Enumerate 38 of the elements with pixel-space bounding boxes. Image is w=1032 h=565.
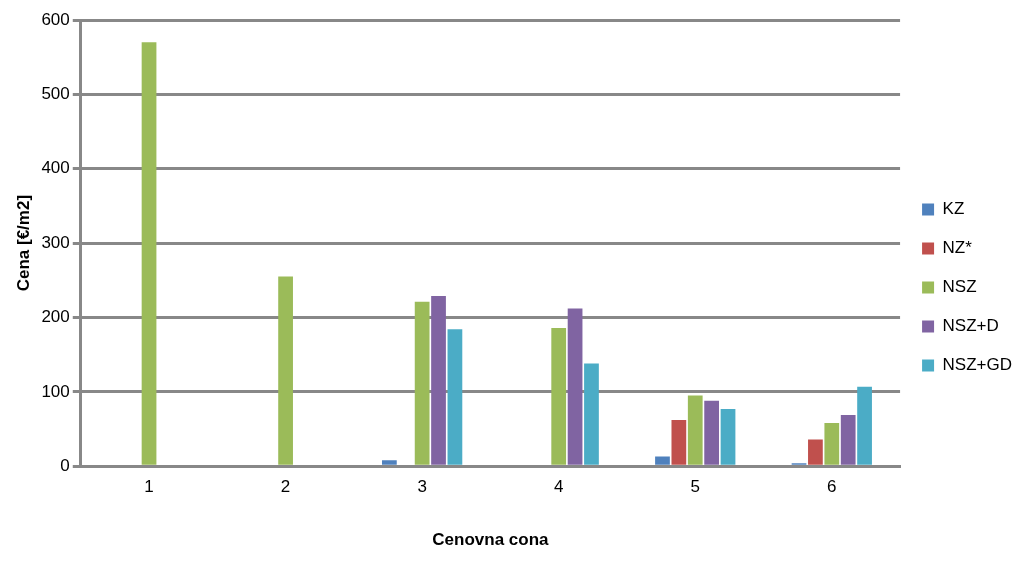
bar [840, 414, 856, 465]
bar [431, 295, 446, 465]
legend-label: NSZ+D [942, 316, 999, 336]
bar [278, 276, 293, 465]
legend-label: NSZ [942, 277, 977, 297]
bar [857, 386, 872, 465]
bar [704, 400, 720, 465]
x-tick-label: 5 [690, 477, 700, 497]
bar [447, 329, 463, 465]
y-tick-label: 400 [41, 158, 70, 178]
y-axis-title: Cena [€/m2] [13, 194, 33, 292]
x-tick-label: 3 [417, 477, 427, 497]
x-tick-label: 6 [827, 477, 837, 497]
bar [808, 439, 823, 465]
y-tick-label: 500 [41, 84, 70, 104]
bar [584, 363, 599, 465]
bar [655, 456, 670, 465]
bar [141, 42, 157, 465]
bar [551, 327, 567, 465]
bar [382, 460, 397, 465]
x-tick-label: 1 [144, 477, 154, 497]
bar [720, 408, 736, 465]
bar [414, 301, 430, 465]
x-axis-title: Cenovna cona [432, 530, 550, 550]
bar [824, 423, 840, 465]
bar [567, 308, 583, 465]
y-tick-label: 100 [41, 381, 70, 401]
legend-label: NZ* [942, 238, 973, 258]
x-tick-label: 4 [553, 477, 564, 497]
y-tick-label: 300 [41, 232, 70, 252]
legend-label: NSZ+GD [942, 355, 1013, 375]
y-tick-label: 600 [41, 9, 70, 29]
bar [687, 395, 703, 465]
x-tick-label: 2 [280, 477, 291, 497]
bar [671, 420, 687, 465]
legend-label: KZ [942, 199, 965, 219]
y-tick-label: 0 [60, 455, 70, 475]
y-tick-label: 200 [41, 307, 70, 327]
